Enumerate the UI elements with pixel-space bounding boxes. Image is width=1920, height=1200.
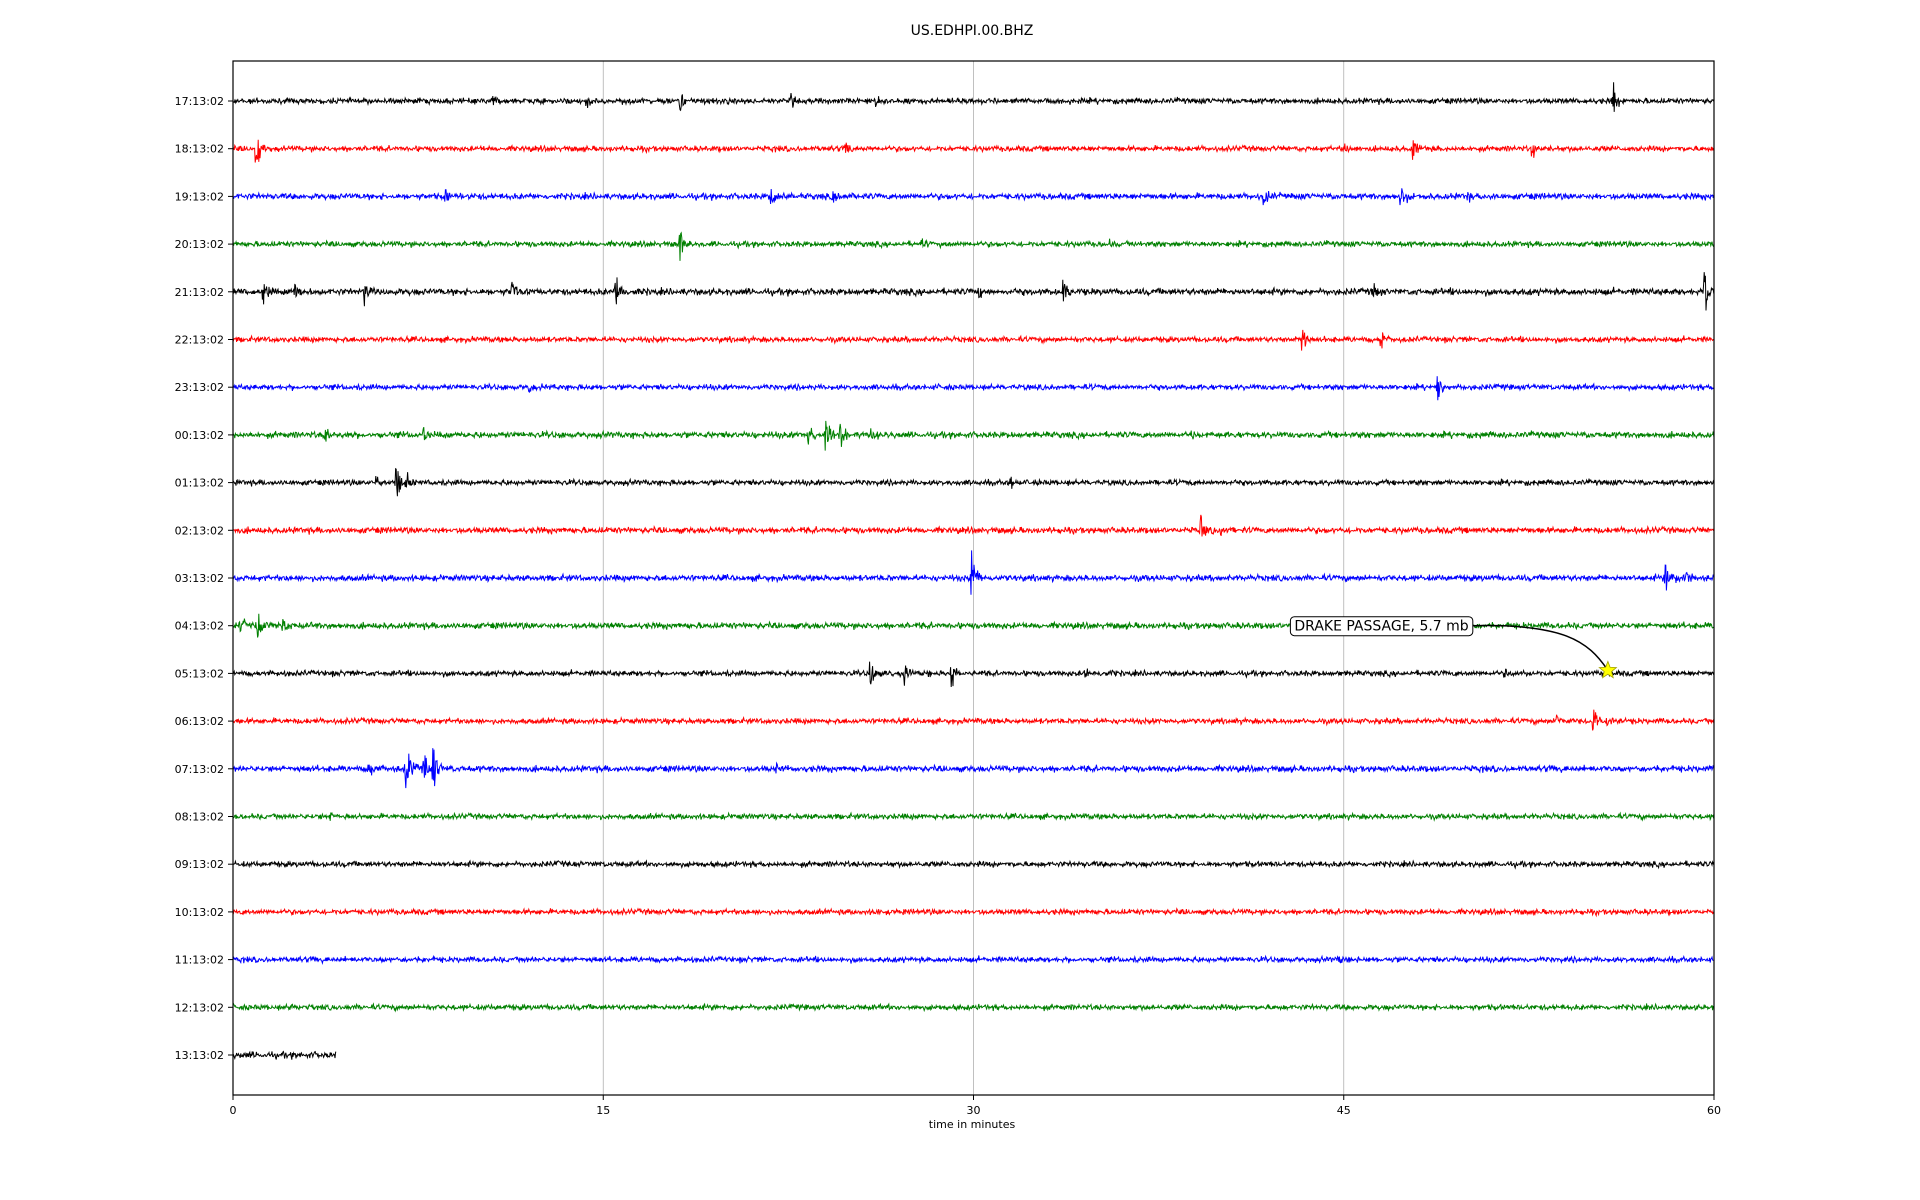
y-tick-label: 02:13:02 xyxy=(175,524,224,537)
trace-row xyxy=(232,859,1715,870)
annotation-box xyxy=(1289,616,1474,637)
y-tick-label: 22:13:02 xyxy=(175,334,224,347)
seismic-traces xyxy=(232,82,1715,1061)
x-tick-label: 45 xyxy=(1337,1104,1351,1117)
y-tick-label: 05:13:02 xyxy=(175,667,224,680)
trace-row xyxy=(232,811,1715,822)
x-axis-title: time in minutes xyxy=(929,1118,1016,1131)
trace-row xyxy=(232,82,1715,112)
x-tick-label: 15 xyxy=(596,1104,610,1117)
trace-row xyxy=(232,550,1715,595)
trace-row xyxy=(232,954,1714,966)
trace-row xyxy=(232,709,1715,731)
y-tick-label: 19:13:02 xyxy=(175,190,224,203)
x-tick-label: 60 xyxy=(1707,1104,1721,1117)
trace-row xyxy=(232,376,1715,401)
y-tick-label: 08:13:02 xyxy=(175,811,224,824)
trace-row xyxy=(232,748,1715,789)
y-tick-label: 18:13:02 xyxy=(175,143,224,156)
trace-row xyxy=(232,661,1715,688)
trace-row xyxy=(232,514,1715,537)
y-tick-label: 13:13:02 xyxy=(175,1049,224,1062)
y-tick-label: 07:13:02 xyxy=(175,763,224,776)
trace-row xyxy=(232,1050,337,1061)
y-tick-label: 01:13:02 xyxy=(175,477,224,490)
x-tick-label: 30 xyxy=(967,1104,981,1117)
y-tick-label: 12:13:02 xyxy=(175,1001,224,1014)
y-tick-label: 04:13:02 xyxy=(175,620,224,633)
trace-row xyxy=(232,272,1715,311)
plot-frame xyxy=(232,60,1715,1096)
y-tick-label: 17:13:02 xyxy=(175,95,224,108)
y-tick-label: 00:13:02 xyxy=(175,429,224,442)
trace-row xyxy=(232,329,1715,351)
trace-row xyxy=(232,467,1715,497)
trace-row xyxy=(232,1002,1714,1013)
y-tick-label: 11:13:02 xyxy=(175,954,224,967)
y-tick-label: 23:13:02 xyxy=(175,381,224,394)
y-tick-label: 21:13:02 xyxy=(175,286,224,299)
trace-row xyxy=(232,188,1715,206)
x-tick-label: 0 xyxy=(230,1104,237,1117)
y-tick-label: 06:13:02 xyxy=(175,715,224,728)
y-tick-label: 09:13:02 xyxy=(175,858,224,871)
chart-title: US.EDHPI.00.BHZ xyxy=(911,23,1034,39)
trace-row xyxy=(232,420,1715,451)
y-tick-label: 10:13:02 xyxy=(175,906,224,919)
trace-row xyxy=(232,231,1715,261)
x-axis-ticks: 0 15 30 45 60 xyxy=(230,1095,1721,1117)
annotation-label: DRAKE PASSAGE, 5.7 mb xyxy=(1294,619,1468,635)
event-annotation: DRAKE PASSAGE, 5.7 mb xyxy=(1289,616,1618,679)
event-star-marker xyxy=(1598,660,1618,679)
y-tick-label: 20:13:02 xyxy=(175,238,224,251)
trace-row xyxy=(232,907,1715,918)
annotation-arrow xyxy=(1472,624,1609,671)
y-tick-label: 03:13:02 xyxy=(175,572,224,585)
y-tick-labels: 17:13:02 18:13:02 19:13:02 20:13:02 21:13:02… xyxy=(175,95,233,1062)
trace-row xyxy=(232,139,1715,163)
